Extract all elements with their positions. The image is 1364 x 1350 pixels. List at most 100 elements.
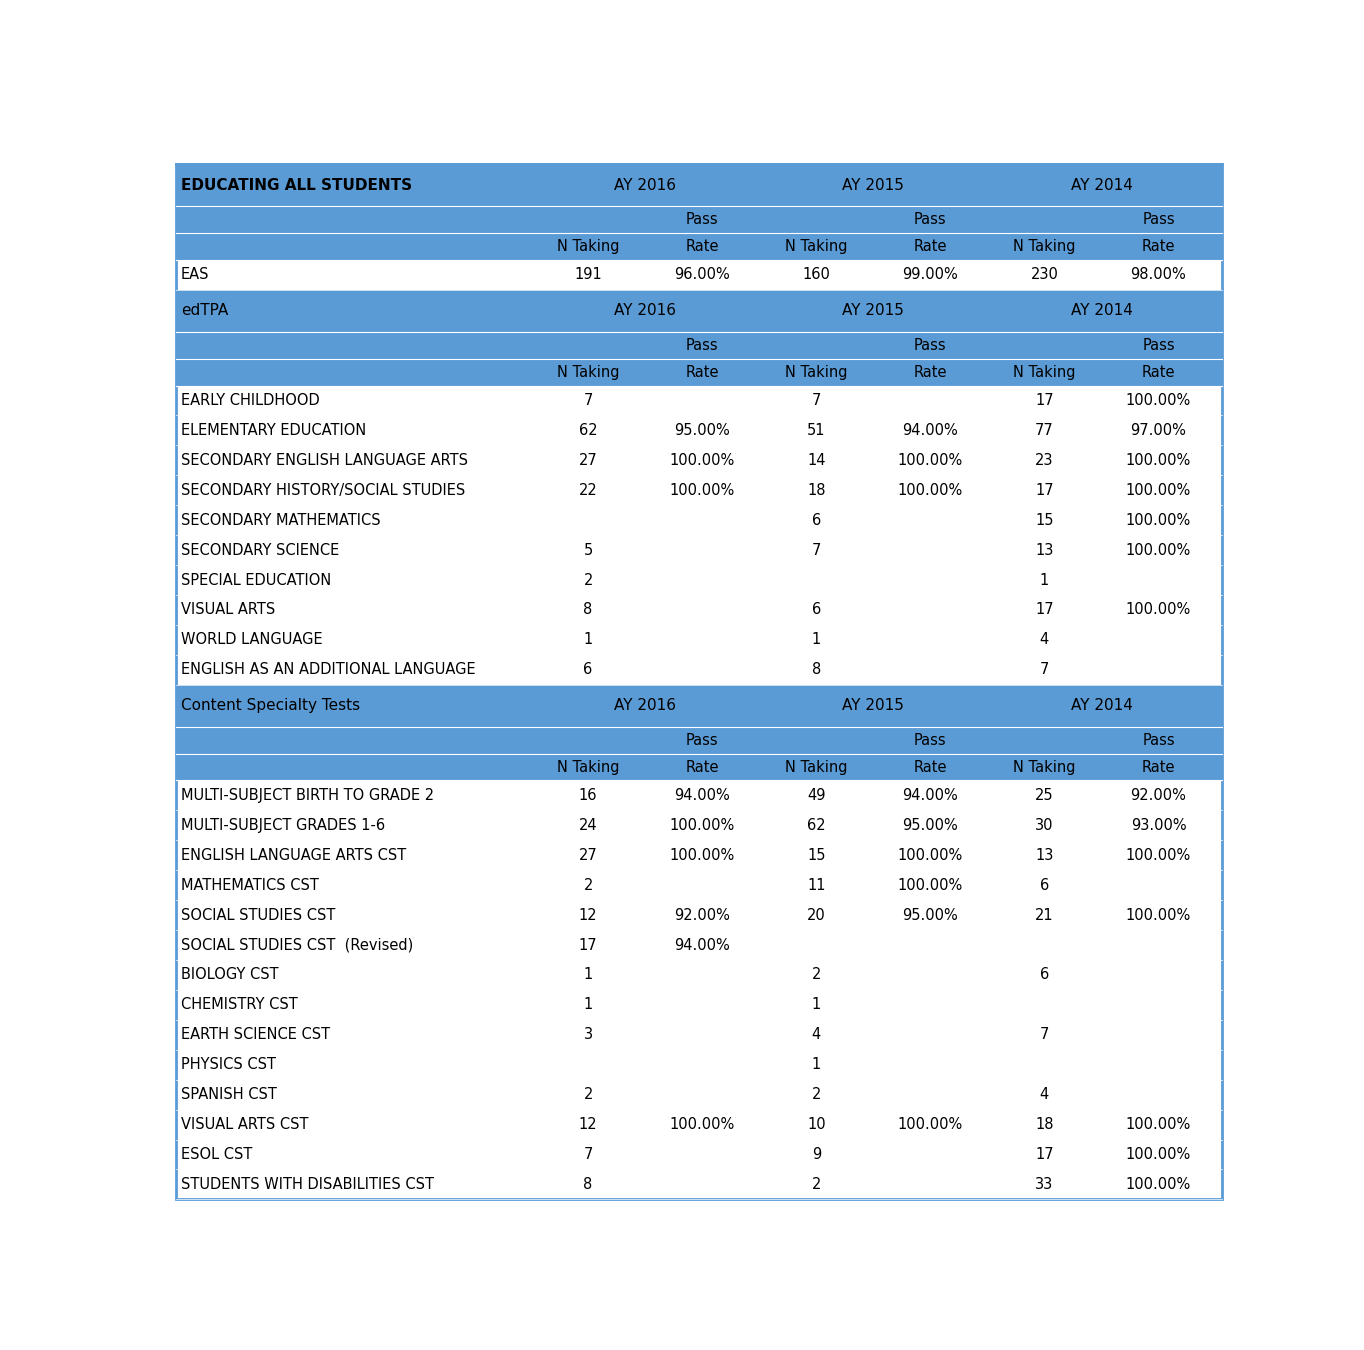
Text: 24: 24 (578, 818, 597, 833)
Text: 49: 49 (807, 788, 825, 803)
Text: 100.00%: 100.00% (898, 452, 963, 468)
Text: 100.00%: 100.00% (1125, 513, 1191, 528)
Bar (176, 505, 1222, 535)
Bar (176, 780, 1222, 810)
Text: AY 2014: AY 2014 (1071, 178, 1132, 193)
Text: 27: 27 (578, 452, 597, 468)
Text: 100.00%: 100.00% (898, 483, 963, 498)
Text: 7: 7 (812, 393, 821, 408)
Text: 4: 4 (1039, 632, 1049, 648)
Bar (176, 1019, 1222, 1050)
Text: 10: 10 (807, 1116, 825, 1133)
Text: 30: 30 (1035, 818, 1053, 833)
Text: AY 2016: AY 2016 (614, 178, 677, 193)
Text: Rate: Rate (686, 760, 719, 775)
Text: 6: 6 (812, 602, 821, 617)
Text: SPANISH CST: SPANISH CST (181, 1087, 277, 1102)
Bar (176, 359, 1222, 386)
Text: ENGLISH LANGUAGE ARTS CST: ENGLISH LANGUAGE ARTS CST (181, 848, 406, 863)
Bar (176, 960, 1222, 990)
Text: PHYSICS CST: PHYSICS CST (181, 1057, 276, 1072)
Text: 2: 2 (584, 878, 593, 892)
Text: 2: 2 (584, 1087, 593, 1102)
Text: 100.00%: 100.00% (1125, 543, 1191, 558)
Text: EAS: EAS (181, 267, 210, 282)
Text: CHEMISTRY CST: CHEMISTRY CST (181, 998, 297, 1012)
Text: 77: 77 (1035, 423, 1054, 437)
Text: Rate: Rate (914, 364, 947, 379)
Text: 22: 22 (578, 483, 597, 498)
Text: 6: 6 (1039, 878, 1049, 892)
Text: 95.00%: 95.00% (674, 423, 730, 437)
Text: N Taking: N Taking (1013, 364, 1076, 379)
Text: 62: 62 (578, 423, 597, 437)
Text: 95.00%: 95.00% (903, 818, 958, 833)
Text: 191: 191 (574, 267, 602, 282)
Bar (176, 165, 1222, 207)
Text: 14: 14 (807, 452, 825, 468)
Text: SECONDARY ENGLISH LANGUAGE ARTS: SECONDARY ENGLISH LANGUAGE ARTS (181, 452, 468, 468)
Bar (176, 566, 1222, 595)
Text: 1: 1 (584, 632, 593, 648)
Text: 25: 25 (1035, 788, 1054, 803)
Bar (176, 535, 1222, 566)
Text: AY 2015: AY 2015 (843, 698, 904, 713)
Text: 97.00%: 97.00% (1131, 423, 1187, 437)
Text: SECONDARY SCIENCE: SECONDARY SCIENCE (181, 543, 340, 558)
Bar (176, 1169, 1222, 1199)
Text: 7: 7 (1039, 1027, 1049, 1042)
Text: BIOLOGY CST: BIOLOGY CST (181, 968, 278, 983)
Bar (176, 475, 1222, 505)
Bar (176, 871, 1222, 900)
Text: 62: 62 (807, 818, 825, 833)
Text: VISUAL ARTS CST: VISUAL ARTS CST (181, 1116, 308, 1133)
Text: 1: 1 (812, 1057, 821, 1072)
Text: 11: 11 (807, 878, 825, 892)
Text: 94.00%: 94.00% (674, 788, 730, 803)
Bar (176, 655, 1222, 684)
Text: SOCIAL STUDIES CST  (Revised): SOCIAL STUDIES CST (Revised) (181, 937, 413, 953)
Bar (176, 930, 1222, 960)
Bar (176, 1080, 1222, 1110)
Bar (176, 259, 1222, 290)
Bar (176, 207, 1222, 234)
Text: 3: 3 (584, 1027, 593, 1042)
Text: 2: 2 (584, 572, 593, 587)
Text: 100.00%: 100.00% (1125, 907, 1191, 922)
Text: 17: 17 (1035, 393, 1054, 408)
Text: 92.00%: 92.00% (674, 907, 730, 922)
Bar (176, 900, 1222, 930)
Text: 1: 1 (812, 998, 821, 1012)
Text: 12: 12 (578, 1116, 597, 1133)
Text: 7: 7 (1039, 663, 1049, 678)
Text: 160: 160 (802, 267, 831, 282)
Text: 230: 230 (1030, 267, 1058, 282)
Text: 21: 21 (1035, 907, 1054, 922)
Text: 100.00%: 100.00% (1125, 393, 1191, 408)
Text: 98.00%: 98.00% (1131, 267, 1187, 282)
Text: 99.00%: 99.00% (903, 267, 958, 282)
Text: ENGLISH AS AN ADDITIONAL LANGUAGE: ENGLISH AS AN ADDITIONAL LANGUAGE (181, 663, 476, 678)
Text: WORLD LANGUAGE: WORLD LANGUAGE (181, 632, 323, 648)
Text: N Taking: N Taking (557, 760, 619, 775)
Text: VISUAL ARTS: VISUAL ARTS (181, 602, 276, 617)
Text: 100.00%: 100.00% (1125, 602, 1191, 617)
Bar (176, 684, 1222, 726)
Text: 6: 6 (584, 663, 593, 678)
Text: Pass: Pass (1142, 212, 1174, 227)
Text: N Taking: N Taking (786, 760, 847, 775)
Text: AY 2016: AY 2016 (614, 698, 677, 713)
Text: 33: 33 (1035, 1177, 1053, 1192)
Text: 100.00%: 100.00% (898, 1116, 963, 1133)
Bar (176, 595, 1222, 625)
Text: 13: 13 (1035, 543, 1053, 558)
Text: 100.00%: 100.00% (670, 452, 735, 468)
Text: 1: 1 (1039, 572, 1049, 587)
Text: 100.00%: 100.00% (1125, 1116, 1191, 1133)
Text: 2: 2 (812, 1177, 821, 1192)
Text: EDUCATING ALL STUDENTS: EDUCATING ALL STUDENTS (181, 178, 412, 193)
Text: 12: 12 (578, 907, 597, 922)
Bar (176, 810, 1222, 840)
Text: 6: 6 (1039, 968, 1049, 983)
Text: Pass: Pass (686, 733, 719, 748)
